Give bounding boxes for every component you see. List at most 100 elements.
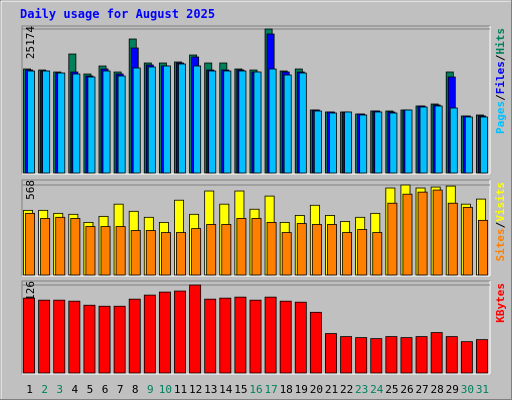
bar — [87, 76, 96, 174]
x-tick-label: 2 — [41, 383, 48, 396]
bar — [464, 116, 473, 174]
bar — [42, 70, 51, 174]
bar — [279, 300, 292, 374]
bar — [115, 226, 126, 276]
bar — [191, 228, 202, 276]
bar — [400, 337, 413, 374]
x-tick-label: 16 — [249, 383, 262, 396]
legend-entry: Files — [494, 61, 507, 94]
legend-separator: / — [494, 94, 507, 101]
bar — [313, 110, 322, 174]
bar — [309, 311, 322, 374]
x-tick-label: 7 — [117, 383, 124, 396]
bar — [359, 114, 368, 174]
x-tick-label: 3 — [56, 383, 63, 396]
x-tick-label: 22 — [340, 383, 353, 396]
bar — [268, 68, 277, 174]
legend-entry: Pages — [494, 101, 507, 134]
legend: Sites/Visits — [494, 182, 507, 262]
bar — [460, 341, 473, 374]
x-tick-label: 21 — [325, 383, 338, 396]
bar — [294, 301, 307, 374]
bar — [327, 224, 337, 276]
x-tick-label: 31 — [476, 383, 489, 396]
bar — [311, 224, 322, 276]
bar — [462, 206, 473, 276]
bar — [236, 218, 247, 276]
x-tick-label: 5 — [87, 383, 94, 396]
bar — [432, 189, 443, 276]
bar — [266, 221, 277, 276]
bar — [480, 116, 488, 174]
bar — [72, 73, 81, 174]
bar — [189, 284, 202, 374]
bar — [449, 107, 458, 174]
bar — [158, 291, 171, 374]
bar — [206, 224, 217, 276]
bar — [374, 111, 383, 174]
bar — [178, 63, 186, 174]
bar — [344, 111, 353, 174]
y-tick-label: 25174 — [24, 26, 37, 59]
x-tick-label: 6 — [102, 383, 109, 396]
bar — [385, 336, 398, 374]
x-tick-label: 4 — [72, 383, 79, 396]
bar — [234, 296, 247, 374]
bar — [221, 224, 232, 276]
bar — [249, 299, 262, 374]
x-tick-label: 30 — [461, 383, 474, 396]
legend-entry: KBytes — [494, 283, 507, 323]
bar — [340, 336, 353, 374]
bar — [389, 112, 398, 174]
chart-title: Daily usage for August 2025 — [20, 7, 215, 21]
bar — [370, 338, 383, 374]
x-tick-label: 18 — [280, 383, 293, 396]
x-tick-label: 11 — [174, 383, 187, 396]
bar — [98, 305, 111, 374]
x-tick-label: 9 — [147, 383, 154, 396]
x-tick-label: 28 — [431, 383, 444, 396]
bar — [478, 219, 488, 276]
legend-entry: Hits — [494, 28, 507, 55]
legend: Pages/Files/Hits — [494, 28, 507, 134]
bar — [208, 70, 217, 174]
bar — [102, 70, 111, 174]
bar — [419, 106, 428, 174]
bar — [83, 304, 96, 374]
bar — [417, 191, 428, 276]
bar — [85, 226, 96, 276]
bar — [238, 70, 247, 174]
x-tick-label: 15 — [234, 383, 247, 396]
bar — [160, 232, 171, 276]
bar — [357, 229, 368, 276]
bar — [329, 112, 337, 174]
bar — [68, 300, 81, 374]
bar — [130, 230, 141, 276]
x-tick-label: 27 — [415, 383, 428, 396]
bar — [404, 109, 413, 174]
bar — [447, 202, 458, 276]
bar — [219, 297, 232, 374]
legend-separator: / — [494, 54, 507, 61]
bar — [27, 70, 35, 174]
x-tick-label: 23 — [355, 383, 368, 396]
bar — [145, 230, 156, 276]
bar — [325, 333, 337, 374]
bar — [223, 70, 232, 174]
x-tick-label: 19 — [295, 383, 308, 396]
bar — [143, 294, 156, 374]
bar — [372, 232, 383, 276]
bar — [387, 202, 398, 276]
bar — [174, 290, 186, 374]
y-tick-label: 568 — [24, 180, 37, 200]
bar — [342, 232, 353, 276]
bar — [117, 75, 126, 174]
bar — [53, 299, 66, 374]
bar — [128, 298, 141, 374]
x-tick-label: 26 — [400, 383, 413, 396]
bar — [57, 72, 66, 174]
bar — [283, 74, 292, 174]
x-tick-label: 29 — [446, 383, 459, 396]
bar — [355, 337, 368, 374]
